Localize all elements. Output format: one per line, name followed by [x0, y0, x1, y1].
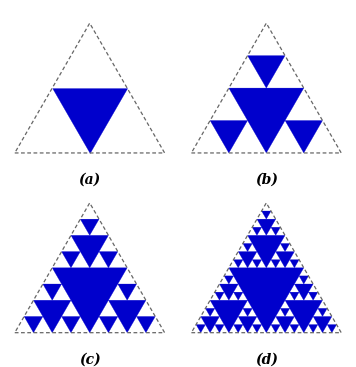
Text: (a): (a): [79, 173, 101, 187]
Text: (d): (d): [255, 353, 278, 367]
Text: (b): (b): [255, 173, 278, 187]
Text: (c): (c): [79, 353, 100, 367]
